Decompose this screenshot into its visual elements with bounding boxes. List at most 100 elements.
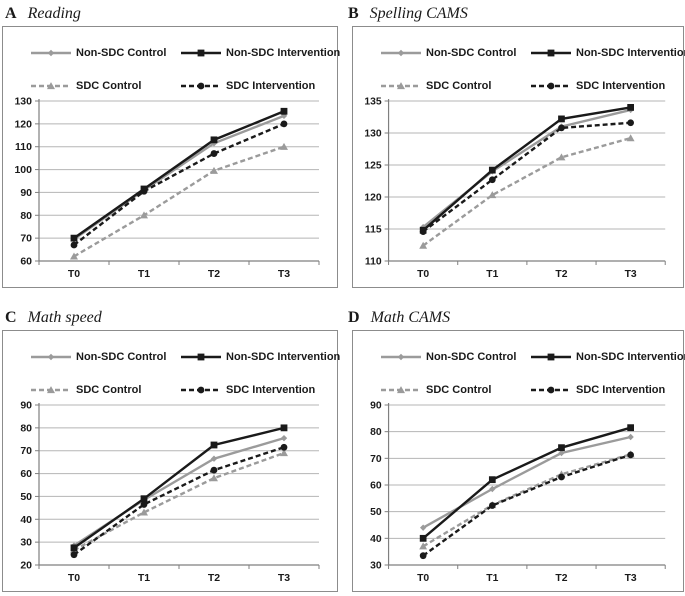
panel-c-title-text: Math speed xyxy=(27,309,102,326)
panel-b-title-text: Spelling CAMS xyxy=(369,5,468,22)
legend-label: Non-SDC Control xyxy=(76,47,167,60)
legend-label: Non-SDC Intervention xyxy=(576,351,685,364)
y-tick-label: 115 xyxy=(365,224,382,235)
y-tick-label: 40 xyxy=(20,514,32,526)
legend-label: Non-SDC Intervention xyxy=(226,351,341,364)
legend-label: Non-SDC Control xyxy=(426,351,517,364)
legend-line-sample xyxy=(31,354,71,361)
legend-entry: Non-SDC Intervention xyxy=(181,42,340,65)
legend-label: SDC Intervention xyxy=(576,79,666,92)
y-tick-label: 50 xyxy=(370,507,382,518)
series-line xyxy=(73,114,285,241)
legend-entry: Non-SDC Control xyxy=(381,346,531,369)
series-line xyxy=(422,426,631,540)
x-tick-label: T3 xyxy=(625,269,637,280)
legend-label: SDC Control xyxy=(426,79,492,92)
y-tick-label: 120 xyxy=(364,192,381,203)
legend-entry: SDC Control xyxy=(31,379,181,402)
legend-entry: SDC Intervention xyxy=(181,75,340,98)
legend-entry: SDC Control xyxy=(381,379,531,402)
y-tick-label: 130 xyxy=(364,128,381,139)
legend-label: SDC Control xyxy=(76,79,142,92)
legend-line-sample xyxy=(181,82,221,90)
legend-line-sample xyxy=(381,354,421,361)
y-tick-label: 110 xyxy=(15,141,32,153)
y-tick-label: 90 xyxy=(20,401,32,412)
legend-label: SDC Intervention xyxy=(576,383,666,396)
legend-entry: Non-SDC Intervention xyxy=(181,346,340,369)
legend-entry: SDC Control xyxy=(31,75,181,98)
panel-b-label: B xyxy=(348,5,359,22)
y-tick-label: 80 xyxy=(370,427,382,438)
panel-b: B Spelling CAMS Non-SDC Control Non-SDC In… xyxy=(343,0,685,296)
legend-entry: Non-SDC Intervention xyxy=(531,346,685,369)
panel-d-legend: Non-SDC Control Non-SDC Intervention SDC C… xyxy=(353,331,685,402)
legend-line-sample xyxy=(531,386,571,394)
legend-label: SDC Control xyxy=(76,383,142,396)
y-tick-label: 60 xyxy=(20,256,32,268)
legend-line-sample xyxy=(181,49,221,57)
panel-d-label: D xyxy=(348,309,360,326)
panel-a-label: A xyxy=(5,5,17,22)
panel-d-line-chart: 30 40 50 60 70 80 90 T0 T1 T2 T3 xyxy=(370,401,666,584)
panel-d-chart-box: Non-SDC Control Non-SDC Intervention SDC C… xyxy=(352,330,685,592)
legend-line-sample xyxy=(31,385,71,393)
series-line xyxy=(422,121,631,233)
legend-entry: Non-SDC Control xyxy=(381,42,531,65)
x-tick-label: T2 xyxy=(208,268,220,280)
y-tick-label: 110 xyxy=(365,256,382,267)
legend-entry: SDC Intervention xyxy=(181,379,340,402)
x-tick-label: T1 xyxy=(486,269,498,280)
legend-entry: SDC Intervention xyxy=(531,379,685,402)
x-tick-label: T3 xyxy=(625,573,637,584)
series-line xyxy=(422,108,631,229)
legend-line-sample xyxy=(181,386,221,394)
x-tick-label: T2 xyxy=(555,573,567,584)
x-tick-label: T0 xyxy=(68,268,80,280)
legend-line-sample xyxy=(381,50,421,57)
panel-a-line-chart: 60 70 80 90 100 110 120 130 T0 T1 T2 T3 xyxy=(14,97,320,280)
legend-line-sample xyxy=(531,353,571,361)
x-tick-label: T1 xyxy=(486,573,498,584)
panel-b-chart-box: Non-SDC Control Non-SDC Intervention SDC C… xyxy=(352,26,685,288)
y-tick-label: 130 xyxy=(14,97,32,108)
y-tick-label: 60 xyxy=(370,480,382,491)
legend-line-sample xyxy=(531,49,571,57)
y-tick-label: 90 xyxy=(20,187,32,199)
x-tick-label: T1 xyxy=(138,572,150,584)
series-line xyxy=(73,145,285,258)
y-tick-label: 20 xyxy=(20,560,32,572)
y-tick-label: 100 xyxy=(14,164,32,176)
x-tick-label: T0 xyxy=(417,573,429,584)
y-tick-label: 60 xyxy=(20,468,32,480)
series-line xyxy=(422,136,631,247)
legend-label: Non-SDC Intervention xyxy=(576,47,685,60)
legend-entry: Non-SDC Control xyxy=(31,42,181,65)
y-tick-label: 80 xyxy=(20,210,32,222)
series-line xyxy=(73,451,285,552)
legend-entry: Non-SDC Control xyxy=(31,346,181,369)
series-line xyxy=(73,110,285,240)
series-line xyxy=(73,426,285,549)
x-tick-label: T2 xyxy=(555,269,567,280)
panel-d: D Math CAMS Non-SDC Control Non-SDC Interv… xyxy=(343,296,685,596)
x-tick-label: T1 xyxy=(138,268,150,280)
legend-line-sample xyxy=(31,81,71,89)
panel-c-chart-box: Non-SDC Control Non-SDC Intervention SDC C… xyxy=(2,330,340,592)
series-line xyxy=(422,435,631,529)
y-tick-label: 135 xyxy=(364,97,381,108)
x-tick-label: T2 xyxy=(208,572,220,584)
legend-entry: SDC Control xyxy=(381,75,531,98)
y-tick-label: 70 xyxy=(370,454,382,465)
legend-label: SDC Intervention xyxy=(226,383,316,396)
legend-label: SDC Intervention xyxy=(226,79,316,92)
series-line xyxy=(73,122,285,246)
x-tick-label: T3 xyxy=(278,572,290,584)
y-tick-label: 30 xyxy=(20,537,32,549)
panel-c-label: C xyxy=(5,309,17,326)
panel-b-title: B Spelling CAMS xyxy=(343,0,685,26)
y-tick-label: 70 xyxy=(20,233,32,245)
y-tick-label: 50 xyxy=(20,491,32,503)
series-line xyxy=(422,106,631,232)
